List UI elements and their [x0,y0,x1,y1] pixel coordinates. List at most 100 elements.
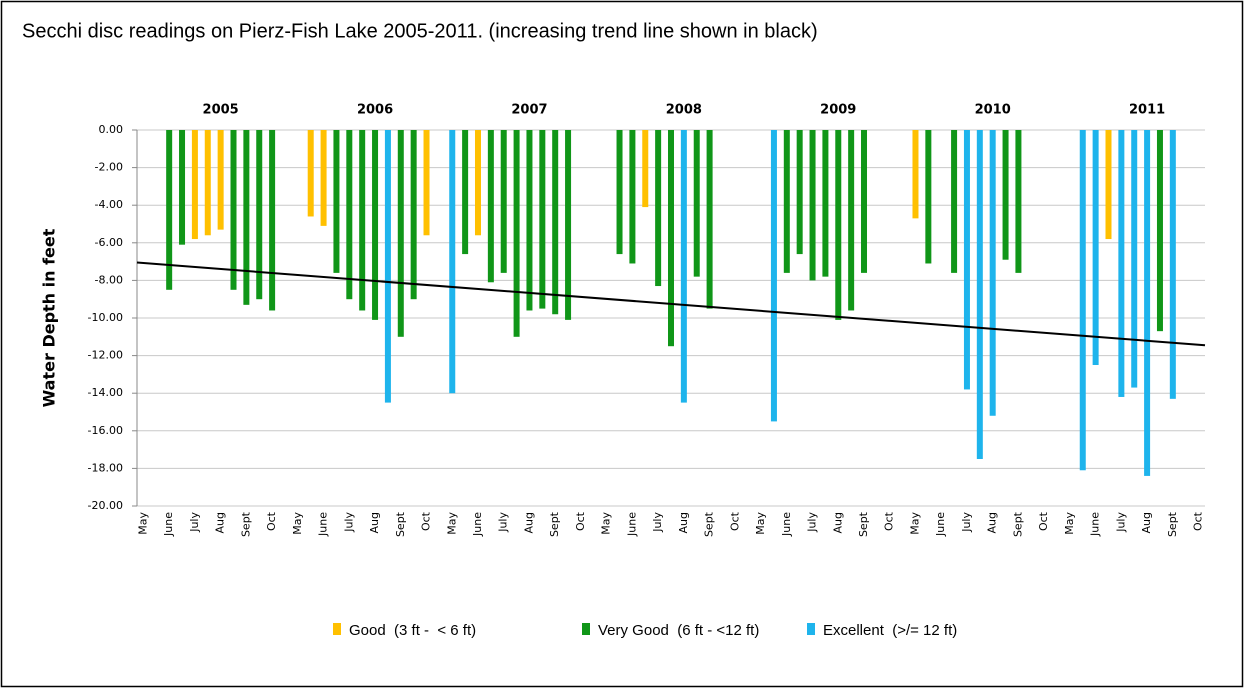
bar [256,130,263,300]
trend-line [136,261,1206,347]
year-label: 2009 [820,103,856,118]
bar [835,130,842,320]
x-tick-label: Aug [831,512,844,533]
legend-swatch [333,623,341,635]
x-tick-label: Sept [239,511,252,537]
y-tick-label: -10.00 [88,311,123,324]
y-tick-label: -18.00 [88,461,123,474]
x-tick-label: July [960,512,973,533]
legend-label: Excellent (>/= 12 ft) [823,622,957,639]
bar [320,130,327,226]
bar [680,130,687,403]
bar [1131,130,1138,388]
bar [372,130,379,320]
year-label: 2006 [357,103,393,118]
y-tick-label: -12.00 [88,349,123,362]
x-tick-label: Sept [1011,511,1024,537]
bar [307,130,314,217]
bar [500,130,507,273]
bar [770,130,777,422]
x-tick-label: July [1114,512,1127,533]
x-tick-label: Sept [1166,511,1179,537]
bar [1002,130,1009,260]
x-tick-label: Sept [857,511,870,537]
bar [217,130,224,230]
x-tick-label: Sept [548,511,561,537]
legend-swatch [807,623,815,635]
legend-label: Very Good (6 ft - <12 ft) [598,622,759,639]
bar [462,130,469,255]
bar [861,130,868,273]
bar [539,130,546,309]
bar [951,130,958,273]
y-tick-label: -6.00 [95,236,123,249]
year-label: 2011 [1129,103,1165,118]
bar [179,130,186,245]
x-tick-label: Oct [883,511,896,531]
bar [1092,130,1099,365]
x-tick-label: Sept [394,511,407,537]
x-tick-label: Aug [677,512,690,533]
bar [963,130,970,390]
bar [1015,130,1022,273]
bar [912,130,919,219]
x-tick-label: May [445,512,458,535]
bar [668,130,674,347]
x-tick-label: Oct [420,511,433,531]
x-tick-label: May [1063,512,1076,535]
x-tick-label: July [806,512,819,533]
y-tick-label: -4.00 [95,198,123,211]
chart-title: Secchi disc readings on Pierz-Fish Lake … [22,20,818,42]
x-tick-label: Aug [522,512,535,533]
bar [449,130,456,394]
bar [1156,130,1163,332]
bar [1118,130,1125,397]
x-tick-label: Aug [214,512,227,533]
y-tick-label: -8.00 [95,273,123,286]
year-label: 2005 [203,103,239,118]
x-tick-label: June [625,512,638,537]
bar [513,130,520,337]
x-tick-label: Sept [703,511,716,537]
bar [989,130,996,416]
x-tick-label: July [188,512,201,533]
y-tick-label: -20.00 [88,499,123,512]
legend-swatch [582,623,590,635]
y-axis-label: Water Depth in feet [40,228,59,407]
bar [384,130,391,403]
bar [552,130,559,315]
x-tick-label: June [471,512,484,537]
x-tick-label: June [162,512,175,537]
legend-label: Good (3 ft - < 6 ft) [349,622,476,639]
x-tick-label: May [908,512,921,535]
bar [565,130,572,320]
bar [1079,130,1086,471]
x-tick-label: June [317,512,330,537]
bar [204,130,211,236]
x-tick-label: Oct [574,511,587,531]
bar [976,130,983,459]
bar [693,130,700,277]
x-tick-label: May [754,512,767,535]
bar [616,130,623,255]
year-label: 2007 [511,103,547,118]
bar [1169,130,1176,399]
x-tick-label: June [1089,512,1102,537]
bar [706,130,713,309]
bar [410,130,417,300]
bar [655,130,662,287]
bar [629,130,636,264]
x-tick-label: May [600,512,613,535]
x-tick-label: Oct [1192,511,1205,531]
bar [796,130,803,255]
x-tick-label: June [780,512,793,537]
bar [526,130,533,311]
x-tick-label: July [497,512,510,533]
bar [783,130,790,273]
bar [822,130,829,277]
x-tick-label: Oct [265,511,278,531]
x-tick-label: Aug [368,512,381,533]
x-tick-label: Aug [1140,512,1153,533]
bar [359,130,366,311]
